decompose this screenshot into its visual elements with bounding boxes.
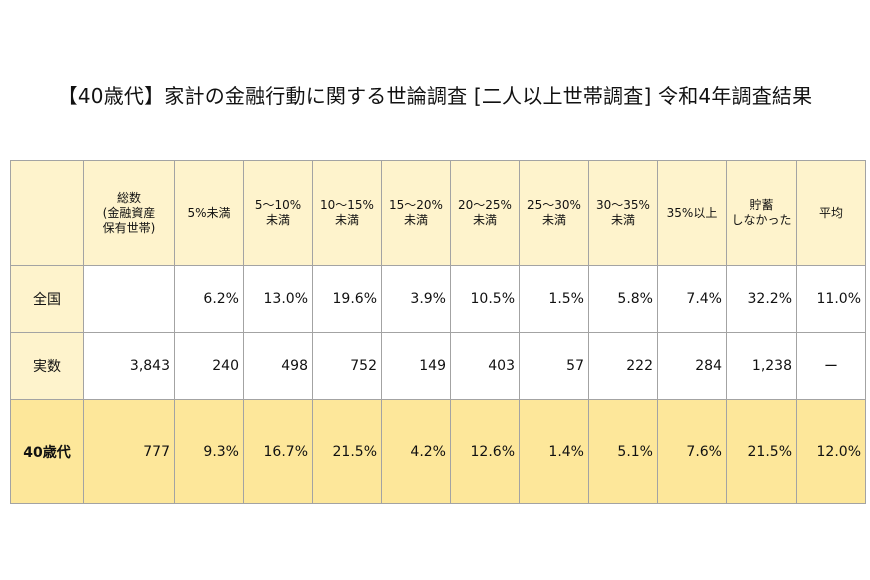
table-cell: 13.0% <box>243 265 313 333</box>
table-cell: 752 <box>312 332 382 400</box>
table-cell: 1.4% <box>519 399 589 504</box>
header-cell-10-15: 10〜15% 未満 <box>312 160 382 266</box>
table-cell: 7.6% <box>657 399 727 504</box>
table-cell: 5.1% <box>588 399 658 504</box>
header-cell-average: 平均 <box>796 160 866 266</box>
table-cell: 19.6% <box>312 265 382 333</box>
header-cell-20-25: 20〜25% 未満 <box>450 160 520 266</box>
table-cell: 16.7% <box>243 399 313 504</box>
table-cell: 4.2% <box>381 399 451 504</box>
table-cell: 12.0% <box>796 399 866 504</box>
table-row-40s: 40歳代 777 9.3% 16.7% 21.5% 4.2% 12.6% 1.4… <box>10 399 866 504</box>
header-cell-25-30: 25〜30% 未満 <box>519 160 589 266</box>
table-cell: 777 <box>83 399 175 504</box>
header-cell-15-20: 15〜20% 未満 <box>381 160 451 266</box>
table-cell: 284 <box>657 332 727 400</box>
table-cell: 498 <box>243 332 313 400</box>
table-cell: 9.3% <box>174 399 244 504</box>
header-cell-5-10: 5〜10% 未満 <box>243 160 313 266</box>
row-label: 全国 <box>10 265 84 333</box>
header-cell-no-savings: 貯蓄 しなかった <box>726 160 797 266</box>
table-cell: 240 <box>174 332 244 400</box>
table-cell: 149 <box>381 332 451 400</box>
table-cell: 10.5% <box>450 265 520 333</box>
table-cell: 3.9% <box>381 265 451 333</box>
table-header-row: 総数 (金融資産 保有世帯) 5%未満 5〜10% 未満 10〜15% 未満 1… <box>10 160 866 266</box>
table-cell: 12.6% <box>450 399 520 504</box>
table-cell <box>83 265 175 333</box>
table-cell: 3,843 <box>83 332 175 400</box>
header-cell-under-5: 5%未満 <box>174 160 244 266</box>
table-cell: 32.2% <box>726 265 797 333</box>
table-cell: 11.0% <box>796 265 866 333</box>
table-cell: 403 <box>450 332 520 400</box>
header-cell-total: 総数 (金融資産 保有世帯) <box>83 160 175 266</box>
header-cell-35-plus: 35%以上 <box>657 160 727 266</box>
table-cell: 6.2% <box>174 265 244 333</box>
page-title: 【40歳代】家計の金融行動に関する世論調査 [二人以上世帯調査] 令和4年調査結… <box>57 84 813 108</box>
table-row-national: 全国 6.2% 13.0% 19.6% 3.9% 10.5% 1.5% 5.8%… <box>10 265 866 333</box>
row-label: 40歳代 <box>10 399 84 504</box>
header-cell-corner <box>10 160 84 266</box>
header-cell-30-35: 30〜35% 未満 <box>588 160 658 266</box>
table-cell: 57 <box>519 332 589 400</box>
table-cell: 1.5% <box>519 265 589 333</box>
table-row-count: 実数 3,843 240 498 752 149 403 57 222 284 … <box>10 332 866 400</box>
table-cell: 7.4% <box>657 265 727 333</box>
table-cell: 21.5% <box>312 399 382 504</box>
table-cell: 222 <box>588 332 658 400</box>
row-label: 実数 <box>10 332 84 400</box>
table-cell: 21.5% <box>726 399 797 504</box>
savings-rate-table: 総数 (金融資産 保有世帯) 5%未満 5〜10% 未満 10〜15% 未満 1… <box>10 160 866 504</box>
table-cell: 1,238 <box>726 332 797 400</box>
table-cell: 5.8% <box>588 265 658 333</box>
table-cell: ー <box>796 332 866 400</box>
